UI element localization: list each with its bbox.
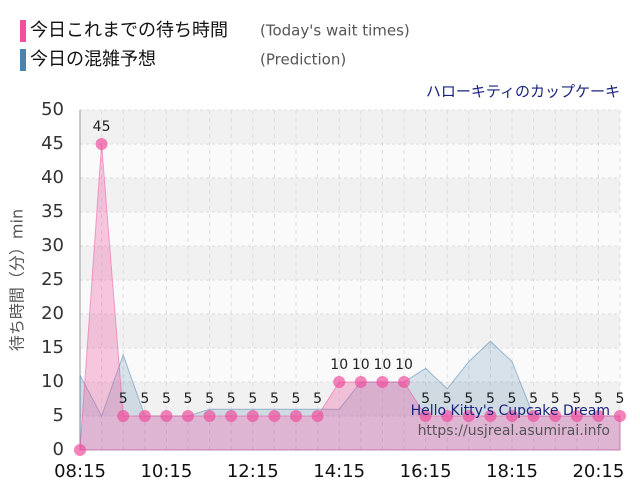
data-point (354, 376, 367, 388)
plot-band (80, 382, 620, 416)
data-label: 5 (421, 391, 430, 407)
y-tick-label: 30 (41, 235, 64, 256)
data-point (614, 410, 626, 422)
x-tick-label: 14:15 (313, 461, 365, 482)
data-label: 5 (616, 391, 625, 407)
data-point (95, 138, 108, 150)
data-point (527, 410, 540, 422)
data-point (290, 410, 302, 422)
y-axis-label: 待ち時間（分）min (8, 209, 27, 351)
data-label: 10 (373, 357, 391, 373)
plot-band (80, 178, 620, 212)
y-tick-label: 15 (41, 337, 64, 358)
data-label: 5 (140, 391, 149, 407)
series-area (79, 143, 621, 451)
data-label: 5 (529, 391, 538, 407)
data-point (333, 376, 346, 388)
y-tick-label: 5 (53, 405, 64, 426)
data-label: 5 (443, 391, 452, 407)
data-label: 45 (93, 119, 111, 135)
y-tick-label: 10 (41, 371, 64, 392)
data-label: 5 (572, 391, 581, 407)
data-label: 5 (184, 391, 193, 407)
x-tick-label: 12:15 (227, 461, 279, 482)
data-label: 5 (270, 391, 279, 407)
data-point (74, 444, 86, 456)
data-point (138, 410, 151, 422)
legend-label: 今日これまでの待ち時間 (30, 20, 228, 41)
data-point (419, 410, 432, 422)
x-tick-label: 10:15 (140, 461, 192, 482)
data-point (117, 410, 130, 422)
data-label: 5 (292, 391, 301, 407)
data-label: 5 (119, 391, 128, 407)
legend-swatch (20, 20, 26, 42)
data-label: 5 (594, 391, 603, 407)
data-point (462, 410, 475, 422)
y-tick-label: 0 (53, 439, 64, 460)
data-label: 5 (551, 391, 560, 407)
y-tick-label: 35 (41, 201, 64, 222)
data-point (506, 410, 518, 422)
legend-label: 今日の混雑予想 (30, 49, 156, 70)
legend-swatch (20, 49, 26, 71)
data-label: 5 (464, 391, 473, 407)
plot-band (80, 246, 620, 280)
data-label: 5 (205, 391, 214, 407)
plot-band (80, 212, 620, 246)
plot-band (80, 144, 620, 178)
data-label: 10 (330, 357, 348, 373)
plot-band (80, 110, 620, 144)
data-point (246, 410, 259, 422)
data-point (311, 410, 324, 422)
plot-band (80, 280, 620, 314)
watermark-url: https://usjreal.asumirai.info (418, 423, 610, 439)
y-tick-label: 45 (41, 133, 64, 154)
data-label: 5 (227, 391, 236, 407)
x-tick-label: 18:15 (486, 461, 538, 482)
data-point (182, 410, 194, 422)
legend-sublabel: (Today's wait times) (260, 22, 410, 40)
plot-band (80, 416, 620, 450)
data-point (441, 410, 454, 422)
data-label: 5 (248, 391, 257, 407)
data-label: 5 (162, 391, 171, 407)
data-point (484, 410, 497, 422)
watermark-title: Hello Kitty's Cupcake Dream (411, 403, 610, 419)
y-tick-label: 25 (41, 269, 64, 290)
legend-sublabel: (Prediction) (260, 51, 346, 69)
data-label: 5 (508, 391, 517, 407)
data-point (570, 410, 583, 422)
data-point (225, 410, 238, 422)
plot-band (80, 348, 620, 382)
data-label: 5 (313, 391, 322, 407)
data-point (160, 410, 173, 422)
x-tick-label: 16:15 (400, 461, 452, 482)
x-tick-label: 20:15 (572, 461, 624, 482)
y-tick-label: 20 (41, 303, 64, 324)
data-label: 10 (352, 357, 370, 373)
data-point (398, 376, 410, 388)
data-point (592, 410, 605, 422)
data-point (203, 410, 216, 422)
data-point (376, 376, 389, 388)
data-label: 10 (395, 357, 413, 373)
data-point (549, 410, 562, 422)
plot-band (80, 314, 620, 348)
y-tick-label: 40 (41, 167, 64, 188)
data-point (268, 410, 281, 422)
x-tick-label: 08:15 (54, 461, 106, 482)
data-label: 5 (486, 391, 495, 407)
y-tick-label: 50 (41, 99, 64, 120)
chart-title: ハローキティのカップケーキ (426, 83, 620, 101)
